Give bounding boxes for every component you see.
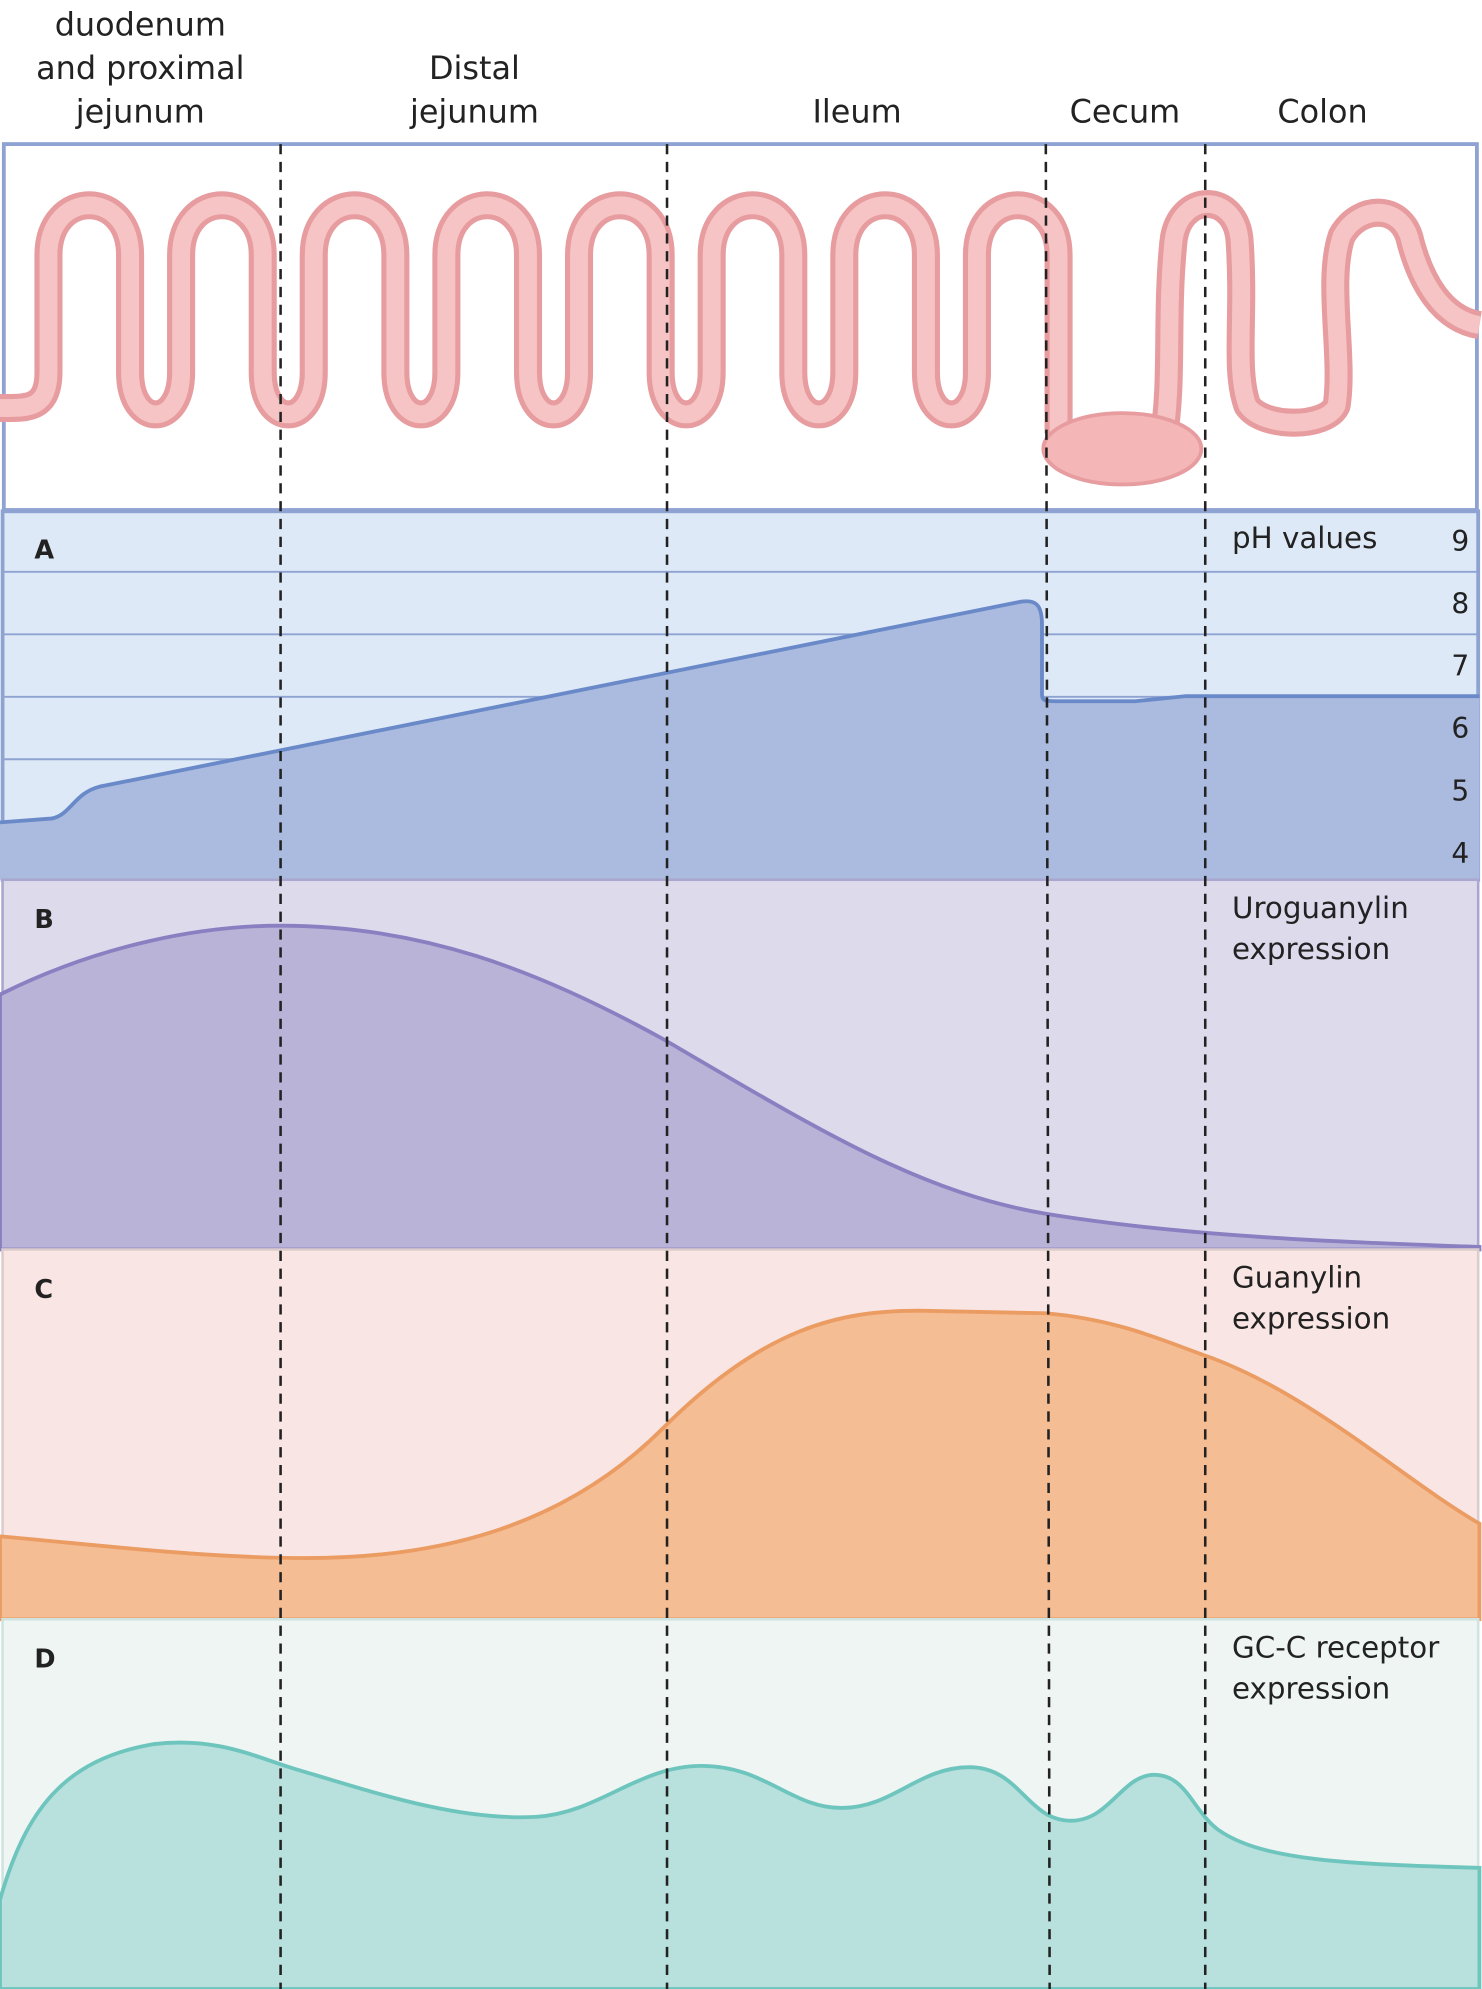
panel-letter: A <box>34 535 54 565</box>
ph-tick-label: 9 <box>1451 525 1469 558</box>
panel-title: pH values <box>1232 521 1377 555</box>
section-label: Cecum <box>1070 92 1181 130</box>
section-label: Ileum <box>813 92 902 130</box>
section-label: jejunum <box>75 92 205 130</box>
panel-letter: D <box>34 1645 55 1675</box>
gcc-curve <box>0 1740 1482 1989</box>
panel-title: GC-C receptor <box>1232 1631 1440 1665</box>
panel-title: expression <box>1232 1671 1390 1705</box>
guanylin-curve <box>0 1308 1482 1622</box>
colon <box>1154 195 1482 442</box>
uroguanylin-curve <box>0 923 1482 1252</box>
section-label: duodenum <box>55 6 226 44</box>
intestine-drawing <box>0 190 1482 487</box>
section-label: Colon <box>1277 92 1367 130</box>
region-separators <box>279 144 1207 1989</box>
ph-line <box>0 599 1480 825</box>
section-label: jejunum <box>409 92 539 130</box>
cecum <box>1041 411 1204 487</box>
ph-tick-label: 8 <box>1451 587 1469 620</box>
panel-title: Uroguanylin <box>1232 891 1409 925</box>
section-label: Distal <box>429 49 520 87</box>
panel-letter: B <box>34 905 53 935</box>
ph-tick-label: 4 <box>1451 837 1469 870</box>
panel-title: expression <box>1232 1302 1390 1336</box>
separator <box>1044 144 1051 1989</box>
labels: duodenum and proximal jejunum Distal jejunum… <box>34 6 1469 1706</box>
small-intestine <box>0 196 1068 434</box>
ph-area <box>0 601 1480 880</box>
panel-title: Guanylin <box>1232 1261 1362 1295</box>
panel-title: expression <box>1232 932 1390 966</box>
section-label: and proximal <box>36 49 244 87</box>
ph-tick-label: 7 <box>1451 650 1469 683</box>
ph-tick-label: 5 <box>1451 775 1469 808</box>
ph-tick-label: 6 <box>1451 712 1469 745</box>
panel-letter: C <box>34 1275 53 1305</box>
